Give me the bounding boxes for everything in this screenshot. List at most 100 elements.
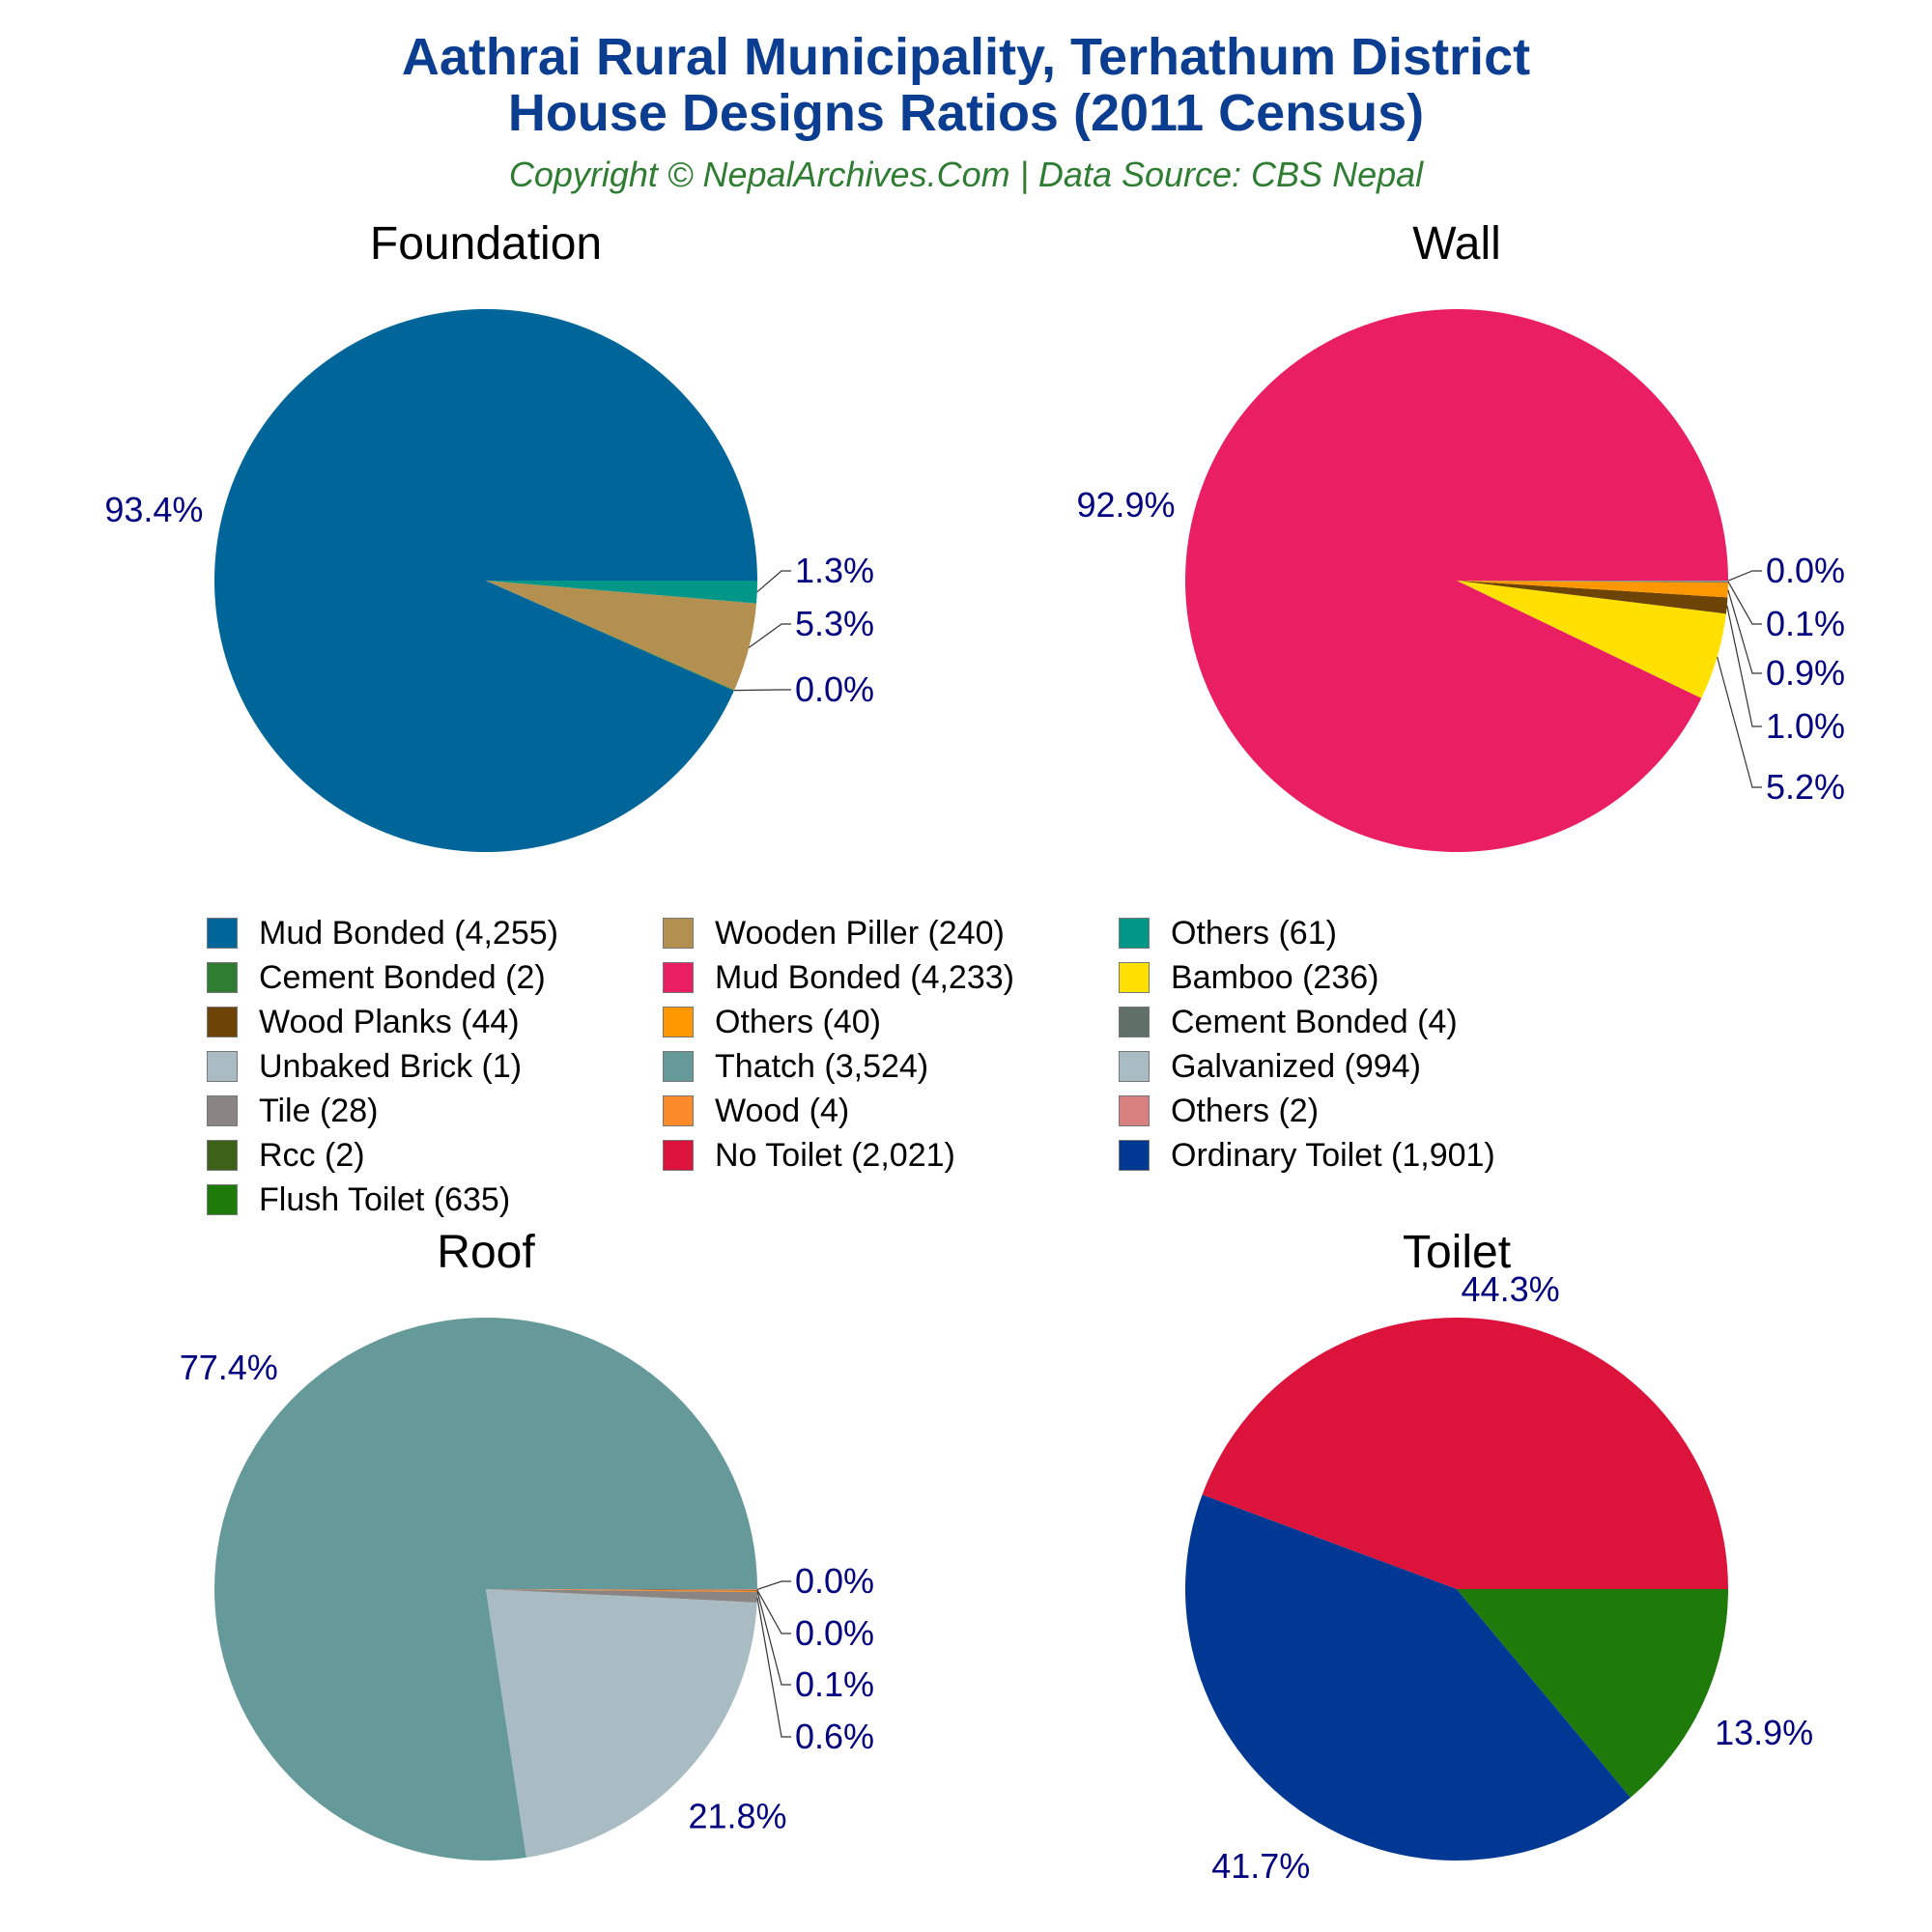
pie-pct-label: 5.2% — [1766, 767, 1845, 807]
pie-pct-label: 41.7% — [1211, 1846, 1310, 1886]
legend-swatch — [207, 1007, 238, 1037]
legend-label: Cement Bonded (2) — [259, 958, 546, 996]
legend-swatch — [1119, 1140, 1150, 1171]
leader-line — [756, 1591, 791, 1686]
legend-item: Others (2) — [1119, 1092, 1319, 1130]
legend-label: Wood (4) — [715, 1092, 850, 1129]
pie-slice-cement-bonded — [486, 581, 735, 691]
legend-item: Rcc (2) — [207, 1136, 365, 1175]
leader-line — [756, 570, 791, 593]
pie-slice-others — [486, 581, 758, 604]
pie-slice-tile — [486, 1589, 757, 1603]
leader-line — [733, 689, 791, 692]
legend-item: Wood Planks (44) — [207, 1003, 520, 1041]
legend-item: Others (61) — [1119, 914, 1337, 952]
pie-pct-label: 0.1% — [1766, 604, 1845, 643]
legend-swatch — [663, 1095, 694, 1126]
pie-pct-label: 44.3% — [1462, 1269, 1560, 1309]
pie-pct-label: 77.4% — [180, 1348, 278, 1387]
pie-pct-label: 5.3% — [795, 604, 874, 643]
pie-pct-label: 0.6% — [795, 1717, 874, 1756]
legend-label: Others (61) — [1171, 914, 1337, 952]
legend-swatch — [207, 1184, 238, 1215]
pie-pct-label: 21.8% — [688, 1797, 786, 1836]
legend-item: No Toilet (2,021) — [663, 1136, 955, 1175]
legend-label: Rcc (2) — [259, 1136, 365, 1174]
leader-line — [748, 623, 791, 648]
legend-swatch — [207, 1095, 238, 1126]
pie-slice-others — [486, 1589, 757, 1590]
legend-item: Mud Bonded (4,233) — [663, 958, 1014, 997]
legend-swatch — [1119, 1007, 1150, 1037]
legend-item: Wooden Piller (240) — [663, 914, 1005, 952]
legend-item: Galvanized (994) — [1119, 1047, 1421, 1086]
pie-slice-mud-bonded — [213, 308, 757, 853]
pie-slice-wood — [486, 1589, 757, 1593]
legend-item: Unbaked Brick (1) — [207, 1047, 522, 1086]
pie-slice-wooden-piller — [486, 581, 757, 691]
legend-label: Unbaked Brick (1) — [259, 1047, 523, 1085]
legend-item: Flush Toilet (635) — [207, 1180, 510, 1219]
pie-slice-bamboo — [1457, 581, 1726, 698]
legend-swatch — [1119, 918, 1150, 949]
leader-line — [1727, 570, 1762, 582]
pie-slice-cement-bonded — [1457, 581, 1728, 582]
pie-pct-label: 92.9% — [1076, 485, 1175, 525]
legend-swatch — [207, 918, 238, 949]
pie-title: Toilet — [1403, 1227, 1511, 1278]
legend-item: Ordinary Toilet (1,901) — [1119, 1136, 1495, 1175]
leader-line — [1727, 581, 1762, 625]
leader-line — [756, 1597, 791, 1738]
title-line2: House Designs Ratios (2011 Census) — [507, 84, 1425, 142]
pie-pct-label: 1.0% — [1766, 706, 1845, 746]
legend-swatch — [207, 1051, 238, 1082]
pie-pct-label: 0.1% — [795, 1664, 874, 1704]
leader-line — [1727, 589, 1762, 674]
legend-item: Tile (28) — [207, 1092, 378, 1130]
legend-label: Others (40) — [715, 1003, 881, 1040]
legend-label: Ordinary Toilet (1,901) — [1171, 1136, 1495, 1174]
legend-label: Wooden Piller (240) — [715, 914, 1005, 952]
pie-pct-label: 0.0% — [795, 669, 874, 709]
pie-slice-galvanized — [486, 1589, 757, 1858]
legend-swatch — [663, 962, 694, 993]
leader-line — [1717, 656, 1762, 788]
legend-label: Mud Bonded (4,233) — [715, 958, 1014, 996]
pie-slice-others — [1457, 581, 1728, 598]
pie-pct-label: 0.0% — [1766, 551, 1845, 590]
pie-pct-label: 93.4% — [104, 490, 203, 529]
pie-slice-no-toilet — [1202, 1317, 1728, 1589]
leader-line — [756, 1589, 791, 1634]
pie-pct-label: 13.9% — [1715, 1713, 1813, 1752]
legend-label: Wood Planks (44) — [259, 1003, 520, 1040]
legend-swatch — [663, 1007, 694, 1037]
legend-swatch — [663, 1140, 694, 1171]
legend-item: Others (40) — [663, 1003, 881, 1041]
legend-item: Bamboo (236) — [1119, 958, 1378, 997]
legend-label: Flush Toilet (635) — [259, 1180, 511, 1218]
legend-swatch — [1119, 1051, 1150, 1082]
pie-pct-label: 0.0% — [795, 1613, 874, 1653]
legend-swatch — [207, 962, 238, 993]
title-line1: Aathrai Rural Municipality, Terhathum Di… — [401, 28, 1531, 86]
pie-slice-mud-bonded — [1185, 309, 1729, 853]
legend-item: Wood (4) — [663, 1092, 849, 1130]
legend-label: Mud Bonded (4,255) — [259, 914, 558, 952]
legend-swatch — [1119, 962, 1150, 993]
legend-label: Galvanized (994) — [1171, 1047, 1421, 1085]
legend-label: Thatch (3,524) — [715, 1047, 929, 1085]
pie-title: Roof — [437, 1227, 535, 1278]
pie-slice-rcc — [486, 1589, 757, 1591]
legend-item: Mud Bonded (4,255) — [207, 914, 558, 952]
legend-item: Cement Bonded (4) — [1119, 1003, 1458, 1041]
pie-slice-flush-toilet — [1457, 1589, 1728, 1798]
legend-item: Thatch (3,524) — [663, 1047, 928, 1086]
pie-slice-ordinary-toilet — [1185, 1494, 1632, 1861]
pie-pct-label: 0.9% — [1766, 653, 1845, 693]
pie-pct-label: 0.0% — [795, 1561, 874, 1601]
legend-item: Cement Bonded (2) — [207, 958, 546, 997]
legend-label: Cement Bonded (4) — [1171, 1003, 1458, 1040]
pie-title: Wall — [1412, 218, 1501, 270]
